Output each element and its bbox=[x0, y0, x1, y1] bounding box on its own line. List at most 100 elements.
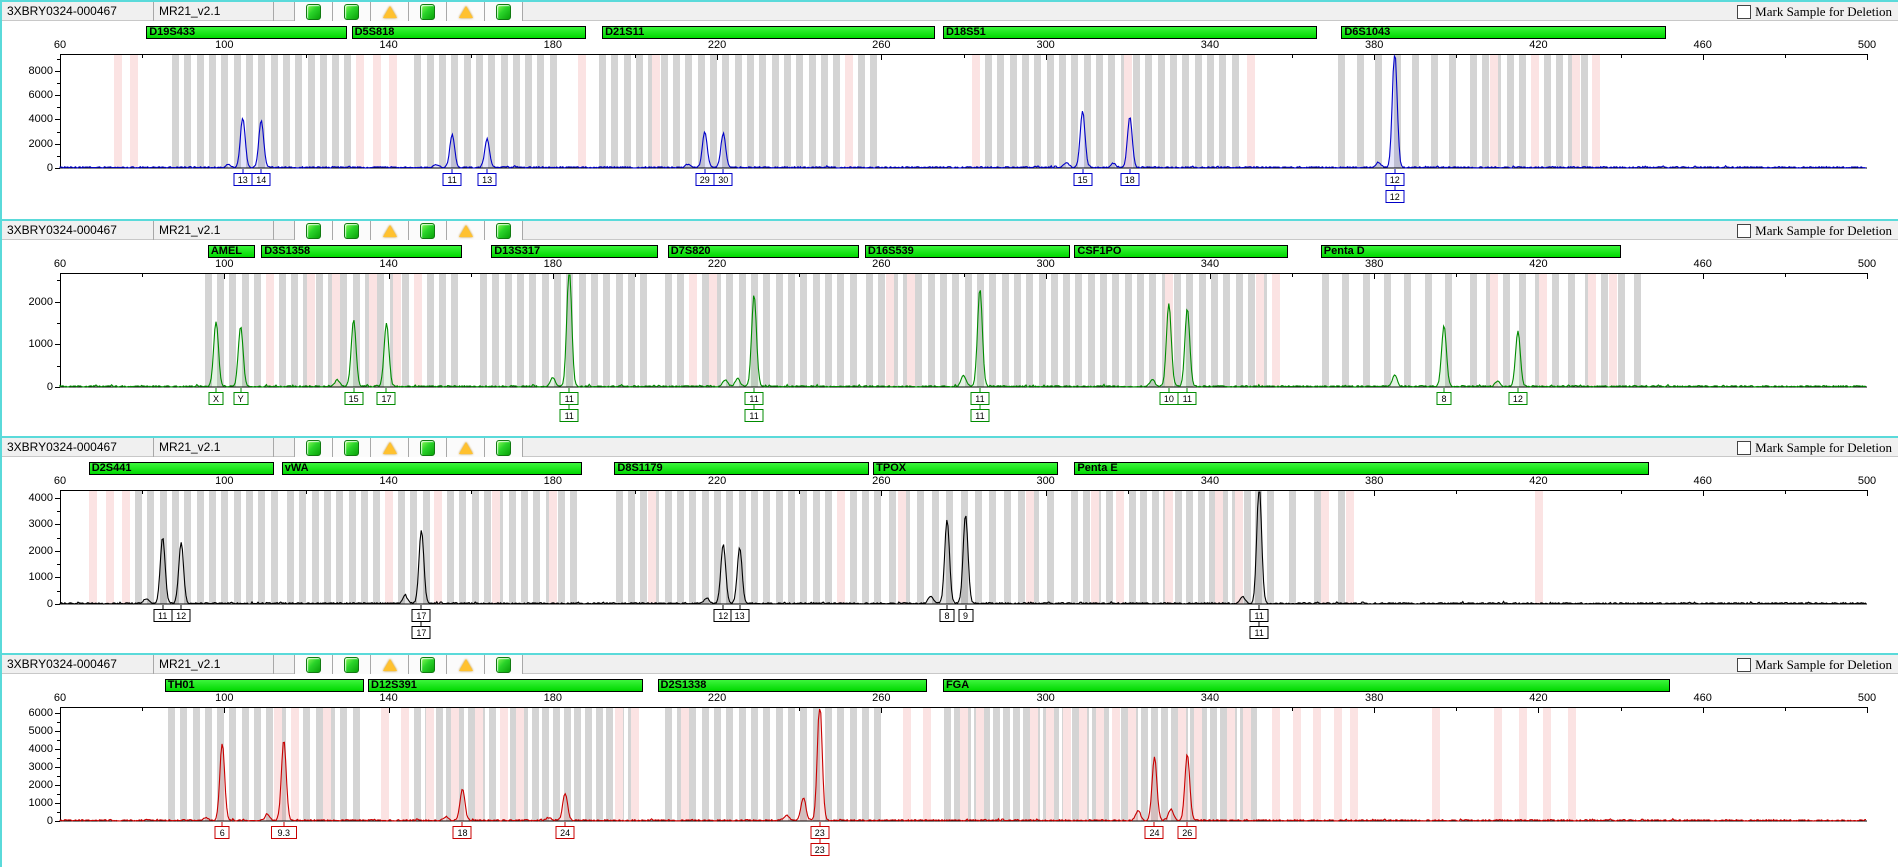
quality-indicator-cell[interactable] bbox=[333, 438, 371, 457]
bin-band bbox=[993, 708, 1001, 821]
allele-label: 18 bbox=[452, 826, 472, 839]
quality-indicator-cell[interactable] bbox=[485, 221, 523, 240]
ok-icon bbox=[420, 656, 435, 673]
bin-band bbox=[397, 491, 405, 604]
pink-bin-band bbox=[688, 274, 697, 387]
allele-label: 6 bbox=[214, 826, 230, 839]
y-tick-label: 2000 bbox=[28, 544, 53, 557]
bin-band bbox=[1022, 708, 1030, 821]
bin-band bbox=[1249, 708, 1257, 821]
bin-band bbox=[463, 55, 471, 168]
allele-connector bbox=[451, 169, 453, 173]
bin-band bbox=[270, 491, 278, 604]
y-major-tick bbox=[55, 550, 60, 552]
deletion-checkbox[interactable] bbox=[1737, 657, 1752, 672]
pink-bin-band bbox=[290, 708, 299, 821]
bin-band bbox=[985, 55, 993, 168]
quality-indicator-cell[interactable] bbox=[295, 438, 333, 457]
quality-indicator-cell[interactable] bbox=[447, 655, 485, 674]
quality-indicator-cell[interactable] bbox=[295, 655, 333, 674]
bin-band bbox=[915, 274, 923, 387]
bin-band bbox=[673, 55, 681, 168]
quality-indicator-cell[interactable] bbox=[409, 438, 447, 457]
allele-connector bbox=[353, 388, 355, 392]
allele-connector bbox=[1153, 822, 1155, 826]
allele-label: 11 bbox=[559, 392, 579, 405]
allele-connector bbox=[722, 605, 724, 609]
locus-marker-bar: D13S317 bbox=[491, 245, 658, 258]
mark-for-deletion-control[interactable]: Mark Sample for Deletion bbox=[1737, 439, 1892, 456]
sample-header-row: 3XBRY0324-000467 MR21_v2.1 Mark Sample for… bbox=[2, 221, 1898, 240]
quality-indicator-cell[interactable] bbox=[485, 438, 523, 457]
quality-indicator-cell[interactable] bbox=[371, 655, 409, 674]
bin-band bbox=[759, 55, 767, 168]
bin-band bbox=[1247, 274, 1255, 387]
mark-for-deletion-control[interactable]: Mark Sample for Deletion bbox=[1737, 222, 1892, 239]
warning-icon bbox=[458, 224, 473, 237]
quality-indicator-cell[interactable] bbox=[371, 438, 409, 457]
deletion-checkbox[interactable] bbox=[1737, 440, 1752, 455]
x-tick-label: 60 bbox=[53, 692, 67, 704]
deletion-checkbox[interactable] bbox=[1737, 4, 1752, 19]
x-minor-tick bbox=[1292, 707, 1294, 711]
x-minor-tick bbox=[799, 490, 801, 494]
bin-band bbox=[508, 491, 516, 604]
bin-band bbox=[1210, 708, 1218, 821]
x-major-tick bbox=[1867, 707, 1868, 713]
bin-band bbox=[401, 274, 409, 387]
y-minor-tick bbox=[57, 537, 60, 539]
quality-indicator-cell[interactable] bbox=[295, 221, 333, 240]
quality-indicator-cell[interactable] bbox=[371, 2, 409, 21]
quality-indicator-cell[interactable] bbox=[409, 2, 447, 21]
quality-indicator-cell[interactable] bbox=[333, 221, 371, 240]
quality-indicator-cell[interactable] bbox=[447, 438, 485, 457]
y-major-tick bbox=[55, 785, 60, 787]
quality-indicator-cell[interactable] bbox=[485, 655, 523, 674]
x-minor-tick bbox=[634, 273, 636, 277]
pink-bin-band bbox=[307, 274, 316, 387]
bin-band bbox=[627, 708, 635, 821]
panel-name-cell: MR21_v2.1 bbox=[154, 438, 274, 457]
bin-band bbox=[824, 708, 832, 821]
quality-indicator-cell[interactable] bbox=[371, 221, 409, 240]
quality-indicator-cell[interactable] bbox=[447, 221, 485, 240]
bin-band bbox=[1197, 491, 1205, 604]
bin-band bbox=[1239, 708, 1247, 821]
quality-indicator-cell[interactable] bbox=[295, 2, 333, 21]
pink-bin-band bbox=[923, 708, 932, 821]
bin-band bbox=[1190, 708, 1198, 821]
ok-icon bbox=[344, 656, 359, 673]
bin-band bbox=[192, 708, 200, 821]
allele-label: 13 bbox=[233, 173, 253, 186]
mark-for-deletion-control[interactable]: Mark Sample for Deletion bbox=[1737, 656, 1892, 673]
bin-band bbox=[451, 274, 459, 387]
quality-indicator-cell[interactable] bbox=[409, 221, 447, 240]
quality-indicator-cell[interactable] bbox=[333, 2, 371, 21]
bin-band bbox=[135, 491, 143, 604]
x-major-tick bbox=[552, 273, 554, 279]
bin-band bbox=[1063, 274, 1071, 387]
x-major-tick bbox=[1374, 707, 1376, 713]
bin-band bbox=[278, 274, 286, 387]
pink-bin-band bbox=[1124, 55, 1133, 168]
mark-for-deletion-control[interactable]: Mark Sample for Deletion bbox=[1737, 3, 1892, 20]
x-tick-label: 180 bbox=[543, 258, 562, 270]
pink-bin-band bbox=[972, 55, 981, 168]
pink-bin-band bbox=[265, 274, 274, 387]
deletion-checkbox[interactable] bbox=[1737, 223, 1752, 238]
quality-indicator-cell[interactable] bbox=[333, 655, 371, 674]
y-tick-label: 2000 bbox=[28, 295, 53, 308]
warning-icon bbox=[382, 224, 397, 237]
bin-band bbox=[1071, 55, 1079, 168]
panel-name-cell: MR21_v2.1 bbox=[154, 655, 274, 674]
bin-band bbox=[812, 274, 820, 387]
quality-indicator-cell[interactable] bbox=[447, 2, 485, 21]
quality-indicator-cell[interactable] bbox=[409, 655, 447, 674]
pink-bin-band bbox=[1177, 708, 1186, 821]
bin-band bbox=[574, 708, 582, 821]
pink-bin-band bbox=[1116, 491, 1125, 604]
bin-band bbox=[1032, 491, 1040, 604]
pink-bin-band bbox=[1214, 491, 1223, 604]
bin-band bbox=[751, 708, 759, 821]
quality-indicator-cell[interactable] bbox=[485, 2, 523, 21]
